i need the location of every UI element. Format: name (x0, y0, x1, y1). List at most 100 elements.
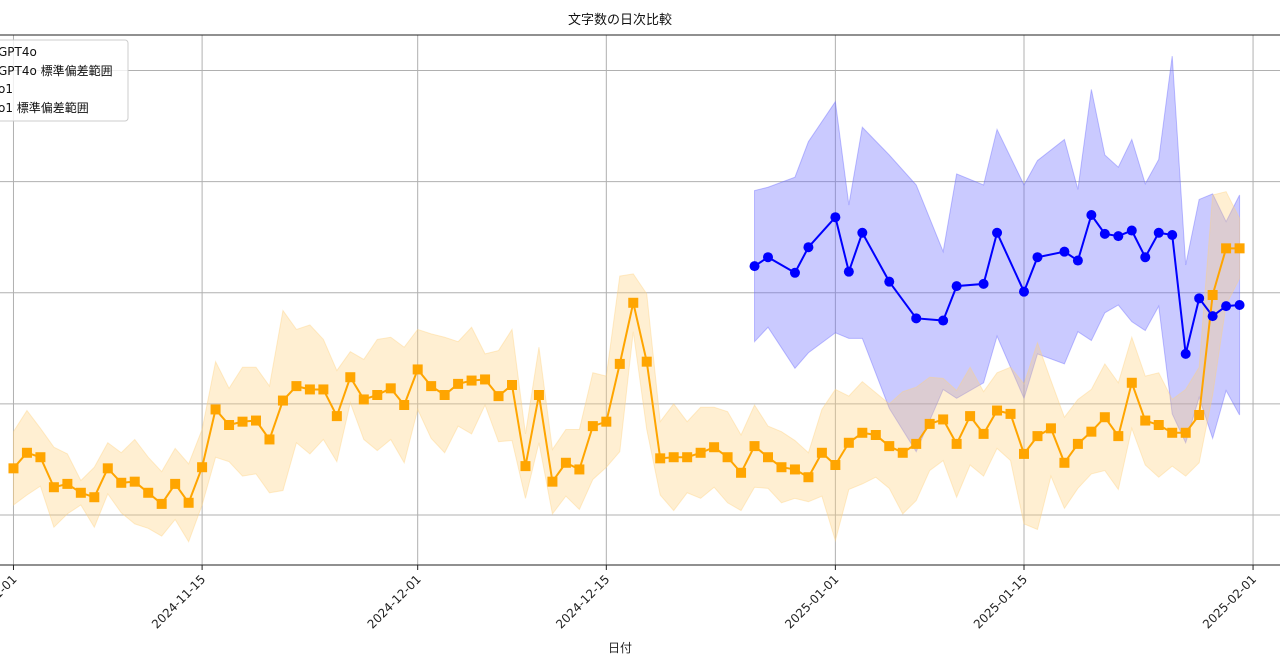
data-point (736, 467, 747, 478)
std-bands (12, 56, 1241, 543)
x-tick-label: 2025-01-01 (782, 572, 841, 631)
data-point (1113, 431, 1124, 442)
data-point (62, 478, 73, 489)
legend-entry-o1-band: o1 標準偏差範囲 (0, 100, 89, 115)
data-point (965, 411, 976, 422)
data-point (911, 438, 922, 449)
std-band-gpt4o (754, 56, 1241, 453)
data-point (1032, 431, 1043, 442)
data-point (587, 421, 598, 432)
data-point (1045, 423, 1056, 434)
data-point (992, 227, 1003, 238)
data-point (884, 441, 895, 452)
data-point (1059, 457, 1070, 468)
data-point (1072, 255, 1083, 266)
data-point (89, 492, 100, 503)
data-point (1032, 252, 1043, 263)
data-point (951, 281, 962, 292)
data-point (237, 416, 248, 427)
data-point (614, 358, 625, 369)
data-point (466, 375, 477, 386)
data-point (803, 472, 814, 483)
data-point (978, 428, 989, 439)
data-point (816, 447, 827, 458)
data-point (1221, 301, 1232, 312)
data-point (803, 242, 814, 253)
data-point (102, 463, 113, 474)
data-point (1113, 231, 1124, 242)
data-point (426, 381, 437, 392)
data-point (1140, 415, 1151, 426)
data-point (789, 267, 800, 278)
data-point (1234, 243, 1245, 254)
data-point (560, 457, 571, 468)
data-point (75, 487, 86, 498)
x-tick-label: 2024-11-15 (149, 572, 208, 631)
data-point (412, 364, 423, 375)
data-point (1167, 230, 1178, 240)
data-point (21, 447, 32, 458)
data-point (1153, 420, 1164, 430)
data-point (763, 252, 773, 263)
data-point (924, 418, 935, 429)
data-point (264, 434, 275, 445)
data-point (1005, 408, 1016, 419)
data-point (48, 482, 59, 493)
data-point (655, 453, 666, 464)
data-point (1167, 427, 1178, 438)
std-band-o1 (12, 191, 1241, 543)
data-point (304, 384, 315, 395)
data-point (884, 276, 895, 287)
data-point (480, 374, 491, 385)
data-point (1207, 290, 1218, 300)
data-point (1086, 210, 1097, 220)
data-point (574, 464, 585, 475)
data-point (1180, 427, 1191, 438)
data-point (749, 441, 760, 452)
data-point (291, 381, 302, 392)
data-point (345, 372, 356, 383)
data-point (843, 437, 854, 448)
data-point (197, 462, 208, 473)
data-point (1194, 293, 1205, 304)
data-point (843, 266, 854, 277)
data-point (722, 452, 733, 463)
data-point (641, 356, 652, 367)
data-point (870, 430, 881, 440)
data-point (547, 476, 558, 487)
data-point (938, 414, 949, 425)
data-point (1059, 246, 1070, 257)
data-point (695, 447, 706, 458)
data-point (709, 442, 720, 453)
x-tick-label: 2024-12-01 (365, 572, 424, 631)
data-point (1126, 225, 1137, 236)
data-point (789, 464, 800, 475)
data-point (776, 462, 787, 473)
data-point (143, 487, 154, 498)
data-point (129, 476, 140, 487)
data-point (857, 227, 868, 238)
data-point (1180, 348, 1191, 359)
data-point (668, 452, 679, 463)
data-point (507, 380, 517, 390)
x-tick-label: 2025-02-01 (1200, 572, 1259, 631)
x-tick-label: 2024-12-15 (553, 572, 612, 631)
data-point (1140, 252, 1151, 263)
data-point (318, 384, 329, 395)
data-point (1234, 300, 1245, 310)
data-point (372, 390, 383, 400)
data-point (1126, 377, 1137, 388)
data-point (1153, 227, 1164, 238)
data-point (1194, 410, 1205, 420)
data-point (978, 278, 989, 289)
data-point (8, 463, 19, 474)
data-point (224, 420, 235, 430)
data-point (116, 477, 127, 488)
data-point (897, 447, 908, 458)
legend-box (0, 39, 129, 122)
data-point (628, 297, 639, 308)
data-point (533, 390, 544, 400)
legend: GPT4o GPT4o 標準偏差範囲 o1 o1 標準偏差範囲 (0, 39, 129, 122)
x-axis-ticks: 2024-11-01 2024-11-15 2024-12-01 2024-12-15… (0, 565, 1259, 631)
data-point (251, 415, 261, 426)
